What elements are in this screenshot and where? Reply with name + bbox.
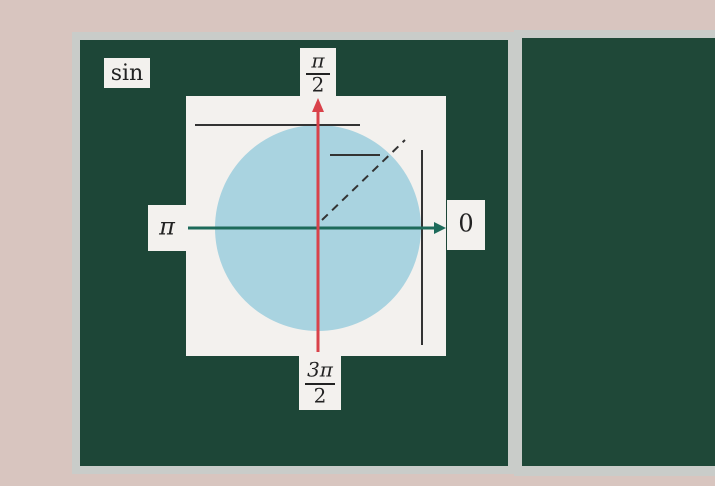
photo: sin π 2 π 0 3π 2 (0, 0, 715, 486)
left-label: π (158, 213, 176, 241)
board (522, 38, 715, 466)
page: sin π 2 π 0 3π 2 (() => { const data = J… (0, 0, 715, 486)
fraction-denominator: 2 (314, 384, 327, 408)
fraction-denominator: 2 (312, 73, 325, 97)
fraction-numerator: π (310, 49, 325, 73)
fraction-numerator: 3π (307, 358, 334, 382)
corner-label: sin (111, 61, 144, 86)
right-label: 0 (458, 210, 473, 238)
